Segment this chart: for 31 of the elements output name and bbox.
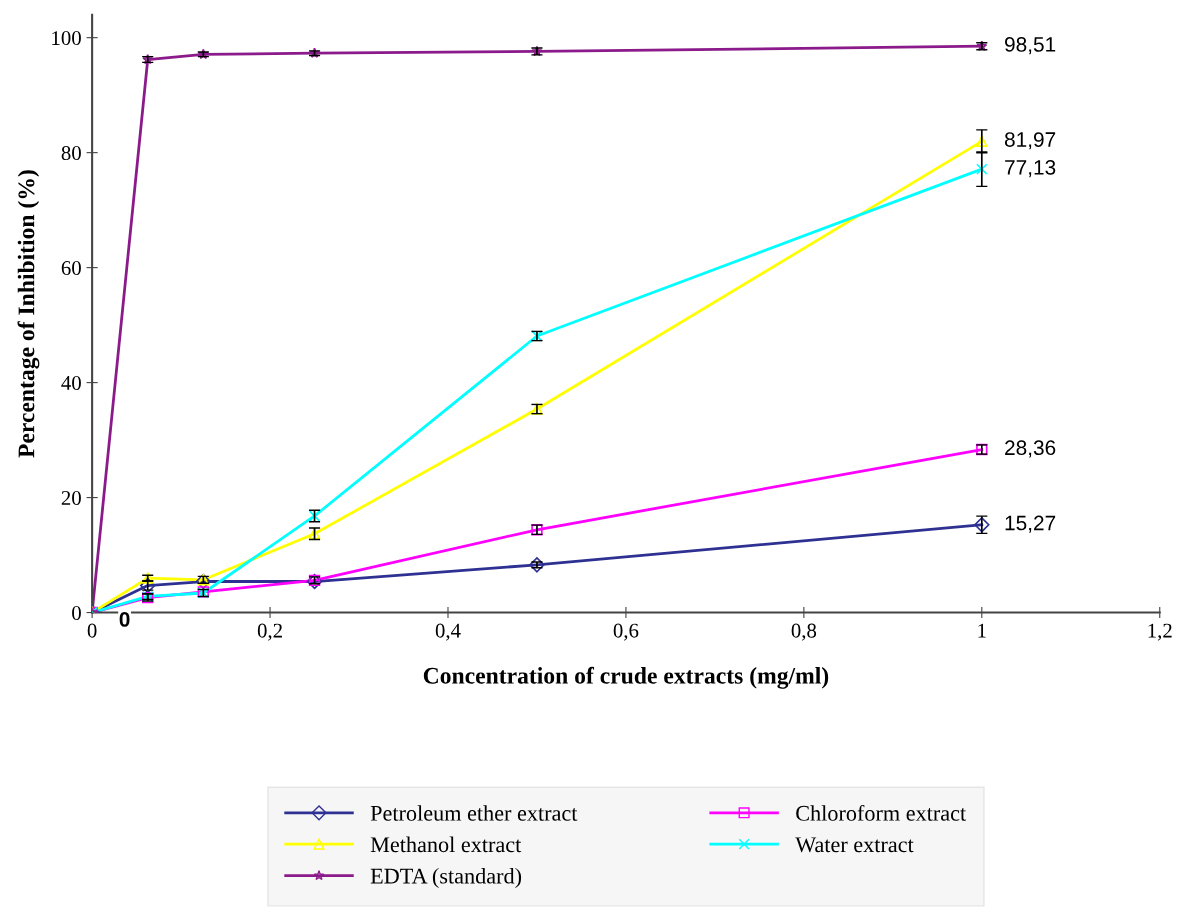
y-tick-label: 60 — [61, 261, 81, 276]
y-tick-label: 20 — [61, 490, 81, 506]
y-axis-title: Percentage of Inhibition (%) — [17, 170, 40, 458]
point — [976, 163, 988, 175]
legend-label: Chloroform extract — [796, 804, 967, 821]
data-label: 0 — [119, 612, 130, 627]
point — [529, 557, 545, 573]
x-tick-label: 0,6 — [613, 623, 639, 641]
y-tick-label: 80 — [61, 146, 81, 161]
point — [309, 47, 320, 58]
y-tick-label: 0 — [72, 605, 81, 620]
legend-label: EDTA (standard) — [370, 867, 522, 889]
data-label: 77,13 — [1005, 159, 1056, 178]
legend-label: Water extract — [795, 837, 914, 853]
data-label: 15,27 — [1005, 515, 1056, 533]
y-tick-label: 100 — [52, 31, 81, 46]
data-label: 28,36 — [1005, 440, 1056, 458]
point — [976, 135, 988, 148]
x-tick-label: 0 — [87, 623, 97, 638]
legend-label: Petroleum ether extract — [370, 805, 578, 821]
x-axis-title: Concentration of crude extracts (mg/ml) — [423, 666, 829, 689]
x-tick-label: 0,2 — [257, 623, 282, 641]
legend-label: Methanol extract — [370, 836, 522, 853]
y-tick-label: 40 — [61, 375, 81, 391]
x-tick-label: 0,8 — [791, 623, 817, 641]
x-tick-label: 1,2 — [1148, 623, 1172, 641]
data-label: 81,97 — [1004, 132, 1056, 150]
x-tick-label: 0,4 — [435, 623, 461, 641]
data-label: 98,51 — [1005, 37, 1056, 55]
point — [195, 573, 212, 590]
x-tick-label: 1 — [978, 623, 986, 638]
